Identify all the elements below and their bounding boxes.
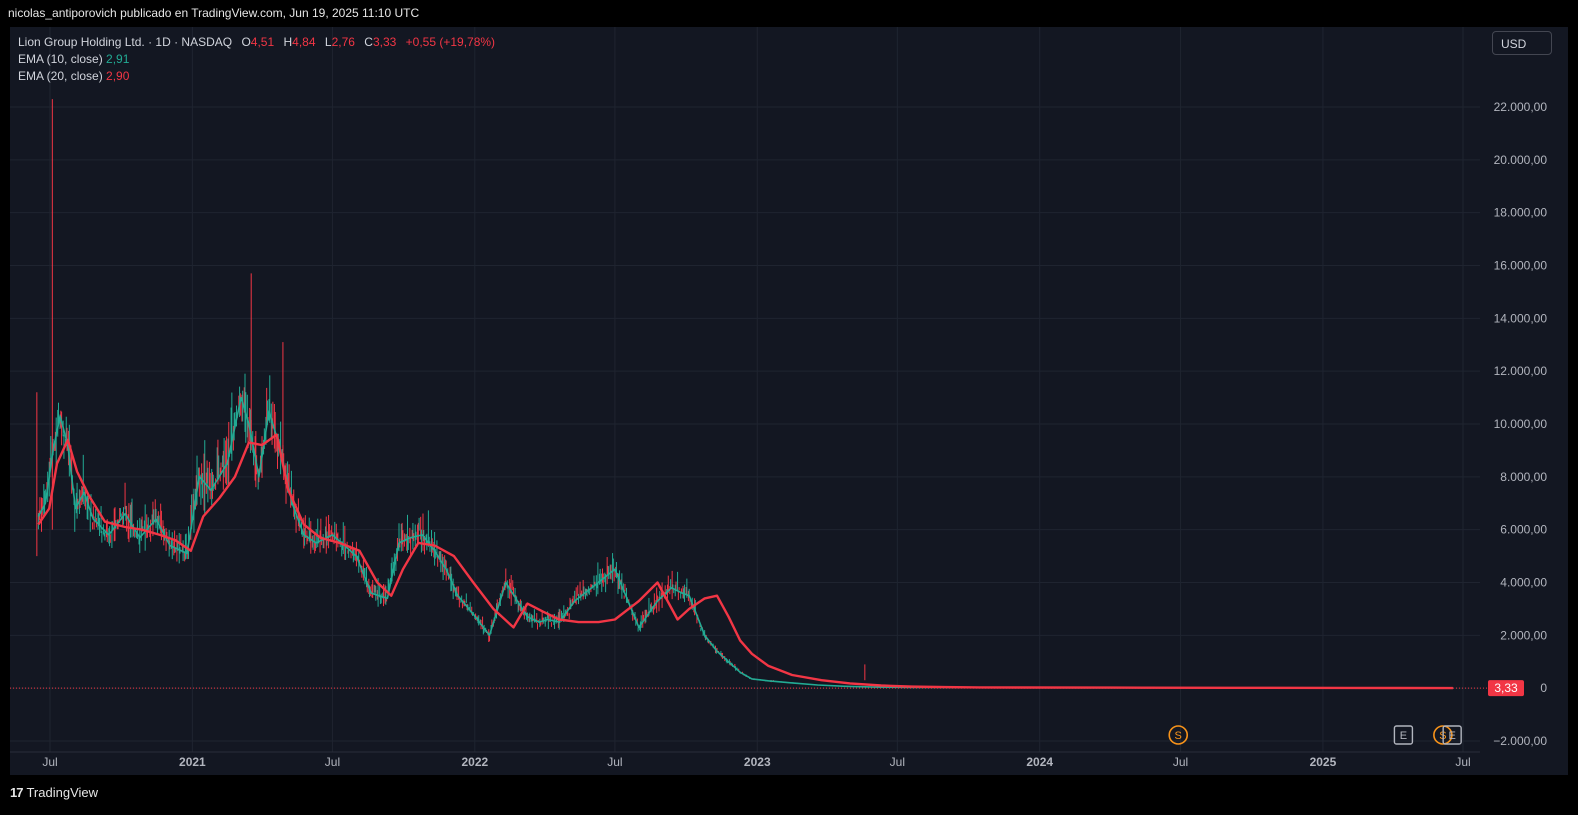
close-value: 3,33 [372, 35, 397, 49]
high-value: 4,84 [292, 35, 316, 49]
chart-panel[interactable]: −2.000,00 0 2.000,00 4.000,00 6.000,00 8.000,… [10, 27, 1568, 775]
earnings-event-icon [1442, 725, 1462, 745]
currency-button[interactable]: USD [1492, 31, 1552, 55]
price-tick-label: 22.000,00 [1494, 100, 1548, 114]
low-value: 2,76 [331, 35, 355, 49]
last-price-tag [1488, 680, 1524, 697]
price-tick-label: 14.000,00 [1494, 311, 1548, 325]
publish-header-text: nicolas_antiporovich publicado en Tradin… [8, 6, 420, 20]
time-tick-label: Jul [890, 755, 905, 769]
ohlc-row: Lion Group Holding Ltd. · 1D · NASDAQ O4… [18, 34, 495, 51]
split-event-icon [1168, 725, 1189, 745]
price-tick-label: 20.000,00 [1494, 153, 1548, 167]
time-tick-label: Jul [1173, 755, 1188, 769]
tradingview-logo[interactable]: 17 TradingView [10, 785, 98, 800]
ema20-row[interactable]: EMA (20, close) 2,90 [18, 68, 495, 85]
time-tick-label: 2025 [1310, 755, 1337, 769]
time-tick-label: Jul [42, 755, 57, 769]
ema20-label: EMA (20, close) [18, 69, 103, 83]
price-tick-label: 16.000,00 [1494, 259, 1548, 273]
price-tick-label: 0 [1540, 681, 1547, 695]
price-chart[interactable]: −2.000,00 0 2.000,00 4.000,00 6.000,00 8.000,… [10, 27, 1568, 775]
open-value: 4,51 [250, 35, 275, 49]
event-label: E [1400, 730, 1407, 742]
event-label: S [1175, 730, 1182, 742]
time-tick-label: 2022 [461, 755, 488, 769]
time-tick-label: 2021 [179, 755, 206, 769]
time-tick-label: Jul [1455, 755, 1470, 769]
price-tick-label: 6.000,00 [1500, 523, 1547, 537]
high-label: H [283, 35, 293, 49]
event-label: E [1448, 730, 1455, 742]
close-label: C [364, 35, 373, 49]
tradingview-logo-icon: 17 [10, 785, 24, 800]
price-tick-label: 18.000,00 [1494, 206, 1548, 220]
price-tick-label: 12.000,00 [1494, 364, 1548, 378]
split-event-icon [1433, 725, 1453, 745]
time-tick-label: Jul [325, 755, 340, 769]
low-label: L [324, 35, 332, 49]
open-label: O [241, 35, 251, 49]
ema10-value: 2,91 [106, 52, 130, 66]
chart-legend: Lion Group Holding Ltd. · 1D · NASDAQ O4… [18, 34, 495, 85]
last-price-tag-text: 3,33 [1494, 681, 1518, 695]
price-tick-label: 10.000,00 [1494, 417, 1548, 431]
ema20-value: 2,90 [106, 69, 130, 83]
tradingview-logo-text: TradingView [26, 785, 99, 800]
change-value: +0,55 (+19,78%) [405, 35, 496, 49]
chart-background [10, 27, 1568, 775]
ema20-line [37, 433, 1453, 690]
price-tick-label: −2.000,00 [1493, 734, 1547, 748]
time-tick-label: Jul [607, 755, 622, 769]
time-tick-label: 2023 [744, 755, 771, 769]
ema10-line [37, 396, 1453, 689]
symbol-name[interactable]: Lion Group Holding Ltd. · 1D · NASDAQ [18, 35, 233, 49]
footer-bar: 17 TradingView [0, 775, 1578, 815]
price-tick-label: 2.000,00 [1500, 628, 1547, 642]
time-tick-label: 2024 [1026, 755, 1053, 769]
ema10-label: EMA (10, close) [18, 52, 103, 66]
earnings-event-icon [1393, 725, 1414, 745]
price-tick-label: 8.000,00 [1500, 470, 1547, 484]
publish-header: nicolas_antiporovich publicado en Tradin… [0, 0, 1578, 27]
ema10-row[interactable]: EMA (10, close) 2,91 [18, 51, 495, 68]
price-tick-label: 4.000,00 [1500, 576, 1547, 590]
